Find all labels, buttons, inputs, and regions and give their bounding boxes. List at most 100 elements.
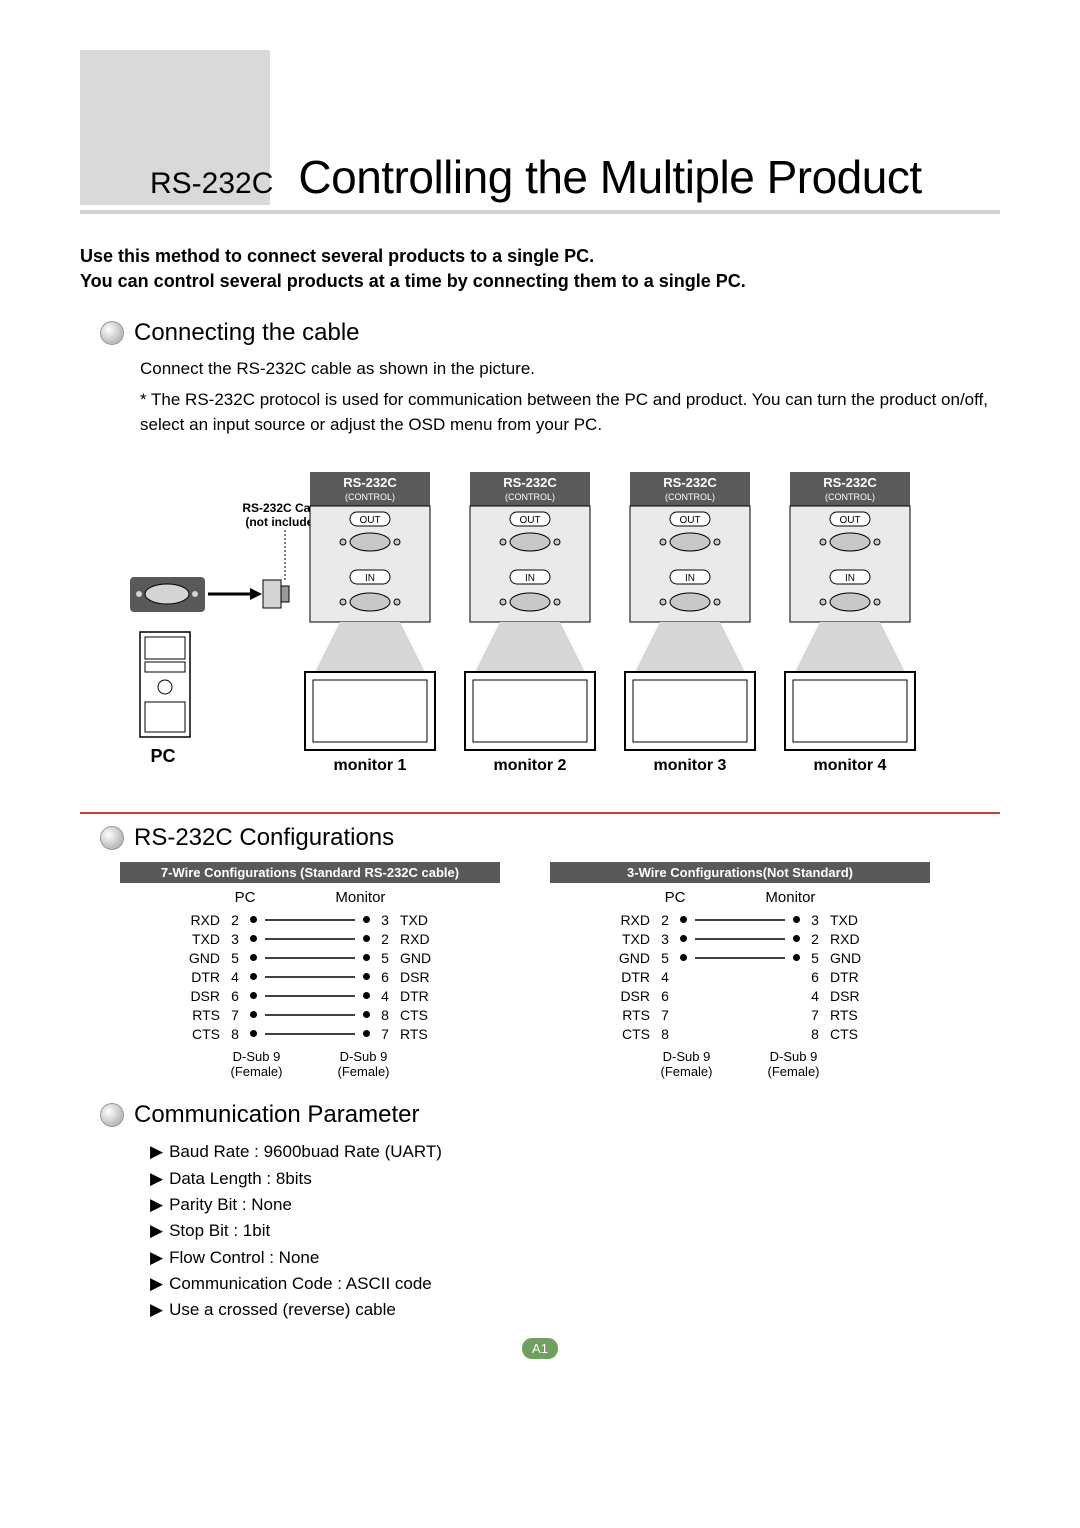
intro-text: Use this method to connect several produ… (80, 244, 1000, 294)
pin-label-left: DTR (610, 969, 650, 985)
svg-text:(CONTROL): (CONTROL) (665, 492, 715, 502)
pin-label-left: CTS (180, 1026, 220, 1042)
pin-dot (250, 973, 257, 980)
product-unit: RS-232C(CONTROL)OUTINmonitor 1 (305, 472, 435, 774)
pin-num-right: 3 (378, 912, 392, 928)
triangle-bullet-icon: ▶ (150, 1274, 163, 1293)
pin-dot (680, 954, 687, 961)
pin-dot (250, 1030, 257, 1037)
pin-num-left: 6 (228, 988, 242, 1004)
page-number-badge: A1 (80, 1338, 1000, 1359)
svg-text:monitor 3: monitor 3 (654, 757, 727, 774)
pin-num-left: 2 (658, 912, 672, 928)
svg-text:IN: IN (845, 573, 855, 584)
pin-num-right: 5 (378, 950, 392, 966)
section-title: Connecting the cable (134, 319, 360, 347)
pin-dot (363, 916, 370, 923)
pin-label-right: GND (400, 950, 440, 966)
pin-dot (250, 916, 257, 923)
pinout-column-headers: PCMonitor (120, 889, 500, 906)
document-page: RS-232C Controlling the Multiple Product… (0, 0, 1080, 1399)
pin-label-left: RXD (610, 912, 650, 928)
param-item: ▶Data Length : 8bits (150, 1166, 1000, 1192)
pin-dot (363, 1030, 370, 1037)
pin-num-right: 2 (808, 931, 822, 947)
pin-label-right: DTR (830, 969, 870, 985)
triangle-bullet-icon: ▶ (150, 1142, 163, 1161)
pin-num-right: 8 (808, 1026, 822, 1042)
section-comm-param-header: Communication Parameter (100, 1101, 1000, 1129)
configurations-row: 7-Wire Configurations (Standard RS-232C … (120, 862, 1000, 1081)
pinout-row: GND 5 5 GND (550, 948, 930, 967)
pinout-row: GND 5 5 GND (120, 948, 500, 967)
svg-text:monitor 1: monitor 1 (334, 757, 407, 774)
pin-num-left: 3 (228, 931, 242, 947)
config-7wire-title: 7-Wire Configurations (Standard RS-232C … (120, 862, 500, 883)
pinout-row: DSR 6 4 DSR (550, 986, 930, 1005)
param-item: ▶Use a crossed (reverse) cable (150, 1297, 1000, 1323)
pin-label-right: DSR (400, 969, 440, 985)
pin-num-left: 8 (228, 1026, 242, 1042)
pin-label-left: CTS (610, 1026, 650, 1042)
pin-num-left: 4 (228, 969, 242, 985)
pin-num-right: 6 (378, 969, 392, 985)
pin-num-right: 4 (808, 988, 822, 1004)
pin-label-right: RTS (830, 1007, 870, 1023)
pc-icon (140, 632, 190, 737)
pin-dot (363, 1011, 370, 1018)
pin-label-right: RXD (830, 931, 870, 947)
pin-dot (250, 935, 257, 942)
svg-text:RS-232C: RS-232C (823, 475, 877, 490)
pin-label-right: TXD (830, 912, 870, 928)
pin-dot (680, 916, 687, 923)
wire-gap (695, 1010, 785, 1020)
wire-line-icon (265, 934, 355, 944)
pinout-row: RXD 2 3 TXD (550, 910, 930, 929)
pin-label-right: CTS (400, 1007, 440, 1023)
pinout-column-headers: PCMonitor (550, 889, 930, 906)
param-item: ▶Flow Control : None (150, 1245, 1000, 1271)
pin-dot (793, 935, 800, 942)
section1-body1: Connect the RS-232C cable as shown in th… (140, 357, 1000, 382)
wire-line-icon (265, 953, 355, 963)
triangle-bullet-icon: ▶ (150, 1195, 163, 1214)
section1-body2: * The RS-232C protocol is used for commu… (140, 388, 1000, 437)
pin-label-right: RXD (400, 931, 440, 947)
param-item: ▶Parity Bit : None (150, 1192, 1000, 1218)
pin-num-left: 6 (658, 988, 672, 1004)
pin-label-right: RTS (400, 1026, 440, 1042)
pin-num-left: 4 (658, 969, 672, 985)
product-unit: RS-232C(CONTROL)OUTINmonitor 3 (625, 472, 755, 774)
pinout-row: DTR 4 6 DSR (120, 967, 500, 986)
svg-text:(CONTROL): (CONTROL) (505, 492, 555, 502)
pin-num-left: 7 (658, 1007, 672, 1023)
wire-line-icon (265, 915, 355, 925)
svg-text:RS-232C: RS-232C (343, 475, 397, 490)
triangle-bullet-icon: ▶ (150, 1300, 163, 1319)
section-title: Communication Parameter (134, 1101, 419, 1129)
pin-num-right: 4 (378, 988, 392, 1004)
product-unit: RS-232C(CONTROL)OUTINmonitor 4 (785, 472, 915, 774)
pinout-3wire: PCMonitorRXD 2 3 TXDTXD 3 2 RXDGND 5 5 G… (550, 883, 930, 1081)
pin-dot (363, 992, 370, 999)
wire-line-icon (265, 972, 355, 982)
pin-label-left: DTR (180, 969, 220, 985)
pinout-row: CTS 8 7 RTS (120, 1024, 500, 1043)
pinout-7wire: PCMonitorRXD 2 3 TXDTXD 3 2 RXDGND 5 5 G… (120, 883, 500, 1081)
wire-line-icon (695, 915, 785, 925)
pin-dot (793, 954, 800, 961)
pinout-row: RXD 2 3 TXD (120, 910, 500, 929)
svg-text:(CONTROL): (CONTROL) (825, 492, 875, 502)
svg-text:monitor 2: monitor 2 (494, 757, 567, 774)
pin-label-right: CTS (830, 1026, 870, 1042)
pin-dot (680, 935, 687, 942)
svg-text:OUT: OUT (359, 515, 380, 526)
pin-label-left: GND (610, 950, 650, 966)
header-small-text: RS-232C (150, 167, 273, 201)
wire-line-icon (265, 991, 355, 1001)
svg-text:RS-232C: RS-232C (663, 475, 717, 490)
svg-text:OUT: OUT (839, 515, 860, 526)
red-divider (80, 812, 1000, 814)
pin-dot (250, 954, 257, 961)
svg-text:OUT: OUT (519, 515, 540, 526)
